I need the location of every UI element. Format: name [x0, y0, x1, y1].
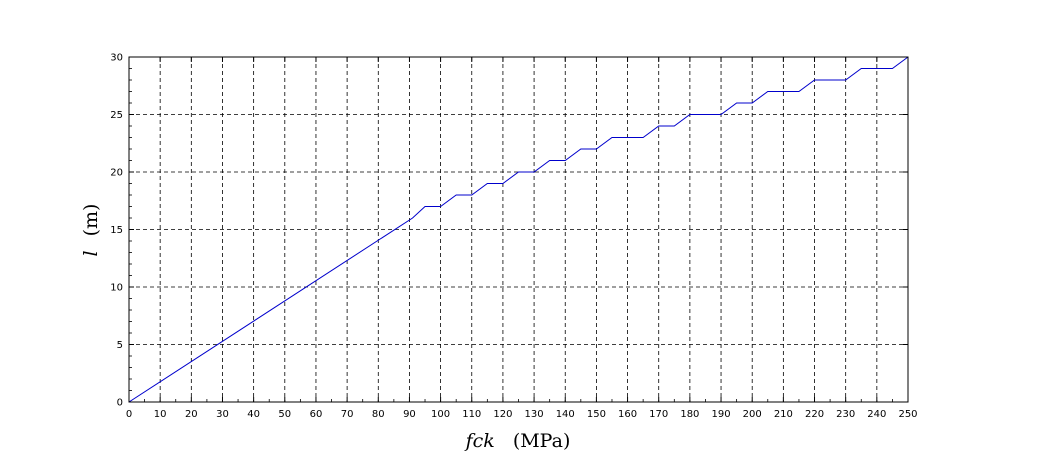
x-tick-label: 110	[462, 409, 481, 420]
y-axis-unit: (m)	[80, 204, 102, 237]
x-tick-label: 140	[556, 409, 575, 420]
x-tick-label: 0	[126, 409, 132, 420]
ticks: 0 10 20 30 40 50 60 70 80 90 100 110 120 130 140 150 160…	[110, 53, 917, 421]
x-tick-label: 70	[341, 409, 354, 420]
x-tick-label: 180	[680, 409, 699, 420]
x-tick-label: 240	[867, 409, 886, 420]
y-tick-label: 10	[110, 283, 123, 294]
x-axis-unit: (MPa)	[513, 430, 571, 452]
x-tick-label: 160	[618, 409, 637, 420]
y-tick-label: 5	[117, 340, 123, 351]
y-tick-label: 20	[110, 168, 123, 179]
x-tick-label: 10	[154, 409, 167, 420]
y-tick-label: 30	[110, 53, 123, 64]
x-tick-label: 120	[493, 409, 512, 420]
x-tick-label: 210	[774, 409, 793, 420]
x-tick-label: 190	[711, 409, 730, 420]
x-tick-label: 50	[278, 409, 291, 420]
x-tick-label: 100	[431, 409, 450, 420]
x-tick-label: 230	[836, 409, 855, 420]
x-tick-label: 200	[743, 409, 762, 420]
x-tick-label: 30	[216, 409, 229, 420]
x-tick-label: 250	[898, 409, 917, 420]
x-tick-label: 150	[587, 409, 606, 420]
x-axis-variable: fck	[464, 430, 495, 452]
y-axis-variable: l	[80, 250, 102, 256]
y-axis-label: l (m)	[80, 204, 102, 257]
x-tick-label: 130	[525, 409, 544, 420]
x-tick-label: 170	[649, 409, 668, 420]
y-tick-label: 15	[110, 225, 123, 236]
x-tick-label: 60	[310, 409, 323, 420]
grid	[129, 57, 908, 402]
series-layer	[128, 56, 909, 403]
x-tick-label: 40	[247, 409, 260, 420]
x-tick-label: 220	[805, 409, 824, 420]
x-tick-label: 80	[372, 409, 385, 420]
x-tick-label: 90	[403, 409, 416, 420]
x-axis-label: fck (MPa)	[464, 430, 571, 452]
x-tick-label: 20	[185, 409, 198, 420]
series-line	[128, 56, 909, 403]
plot-frame	[128, 56, 909, 403]
y-tick-label: 0	[117, 398, 123, 409]
y-tick-label: 25	[110, 110, 123, 121]
